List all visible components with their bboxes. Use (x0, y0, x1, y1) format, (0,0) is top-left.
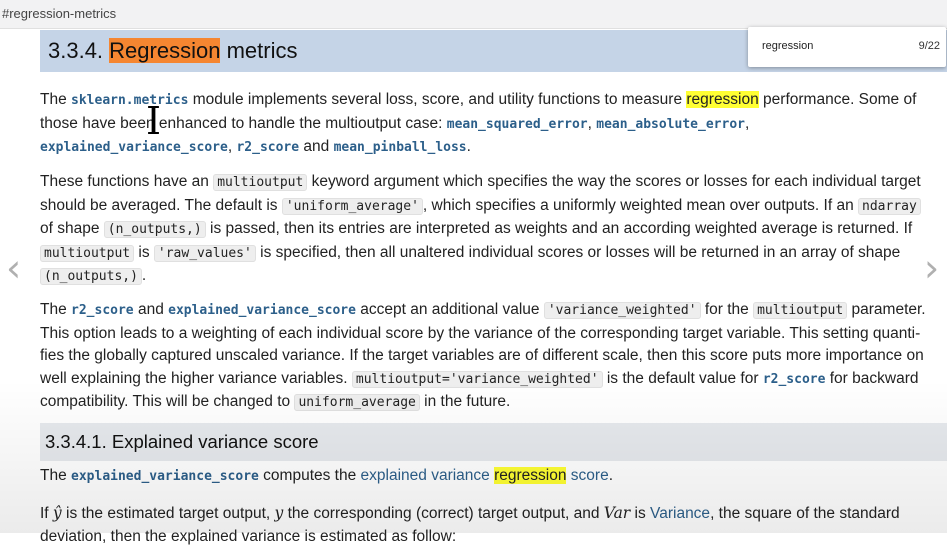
link-explained-variance-score[interactable]: explained_variance_score (40, 140, 228, 155)
link-r2-score[interactable]: r2_score (71, 303, 134, 318)
find-match: regression (686, 91, 759, 108)
next-page-arrow-icon[interactable]: › (924, 246, 940, 290)
paragraph-multioutput: These functions have an multioutput keyw… (40, 173, 921, 285)
link-explained-variance[interactable]: explained variance (360, 467, 490, 484)
address-bar[interactable]: #regression-metrics (0, 0, 947, 29)
link-mean-squared-error[interactable]: mean_squared_error (446, 116, 588, 132)
math-y: y (274, 504, 284, 522)
inline-code: multioutput (213, 174, 308, 191)
paragraph-estimated-output: If ŷ is the estimated target output, y t… (40, 504, 900, 545)
link-variance[interactable]: Variance (650, 505, 711, 522)
previous-page-arrow-icon[interactable]: ‹ (6, 246, 22, 290)
inline-code: multioutput='variance_weighted' (351, 370, 603, 388)
section-number: 3.3.4. (48, 38, 104, 63)
link-explained-variance-score[interactable]: explained_variance_score (168, 303, 356, 318)
text-cursor-icon: I (146, 99, 162, 143)
current-find-match: Regression (109, 38, 221, 63)
find-match: regression (494, 467, 567, 484)
inline-code: 'variance_weighted' (543, 302, 701, 319)
link-explained-variance-score[interactable]: explained_variance_score (71, 469, 259, 484)
inline-code: (n_outputs,) (103, 221, 206, 238)
math-var: Var (603, 504, 631, 522)
inline-code: uniform_average (294, 394, 420, 411)
inline-code: (n_outputs,) (40, 268, 142, 285)
link-mean-absolute-error[interactable]: mean_absolute_error (596, 116, 745, 132)
link-mean-pinball-loss[interactable]: mean_pinball_loss (333, 140, 467, 155)
find-in-page-box[interactable]: regression 9/22 (748, 27, 946, 67)
paragraph-explained-variance: The explained_variance_score computes th… (40, 467, 614, 484)
find-match-count: 9/22 (918, 40, 940, 52)
link-r2-score[interactable]: r2_score (762, 371, 826, 387)
inline-code: multioutput (753, 302, 848, 319)
paragraph-variance-weighted: The r2_score and explained_variance_scor… (40, 301, 926, 411)
math-y-hat: ŷ (52, 504, 62, 522)
paragraph-intro: The sklearn.metrics module implements se… (40, 91, 917, 155)
link-r2-score[interactable]: r2_score (236, 140, 300, 155)
inline-code: ndarray (858, 197, 921, 215)
section-title-rest: metrics (226, 38, 298, 63)
subsection-heading-explained-variance: 3.3.4.1. Explained variance score (40, 423, 947, 461)
inline-code: multioutput (40, 244, 135, 262)
find-input[interactable]: regression (762, 40, 814, 52)
inline-code: 'uniform_average' (281, 197, 423, 215)
link-score[interactable]: score (570, 467, 609, 484)
link-sklearn-metrics[interactable]: sklearn.metrics (71, 93, 189, 108)
inline-code: 'raw_values' (153, 244, 256, 262)
url-fragment: #regression-metrics (2, 6, 117, 21)
